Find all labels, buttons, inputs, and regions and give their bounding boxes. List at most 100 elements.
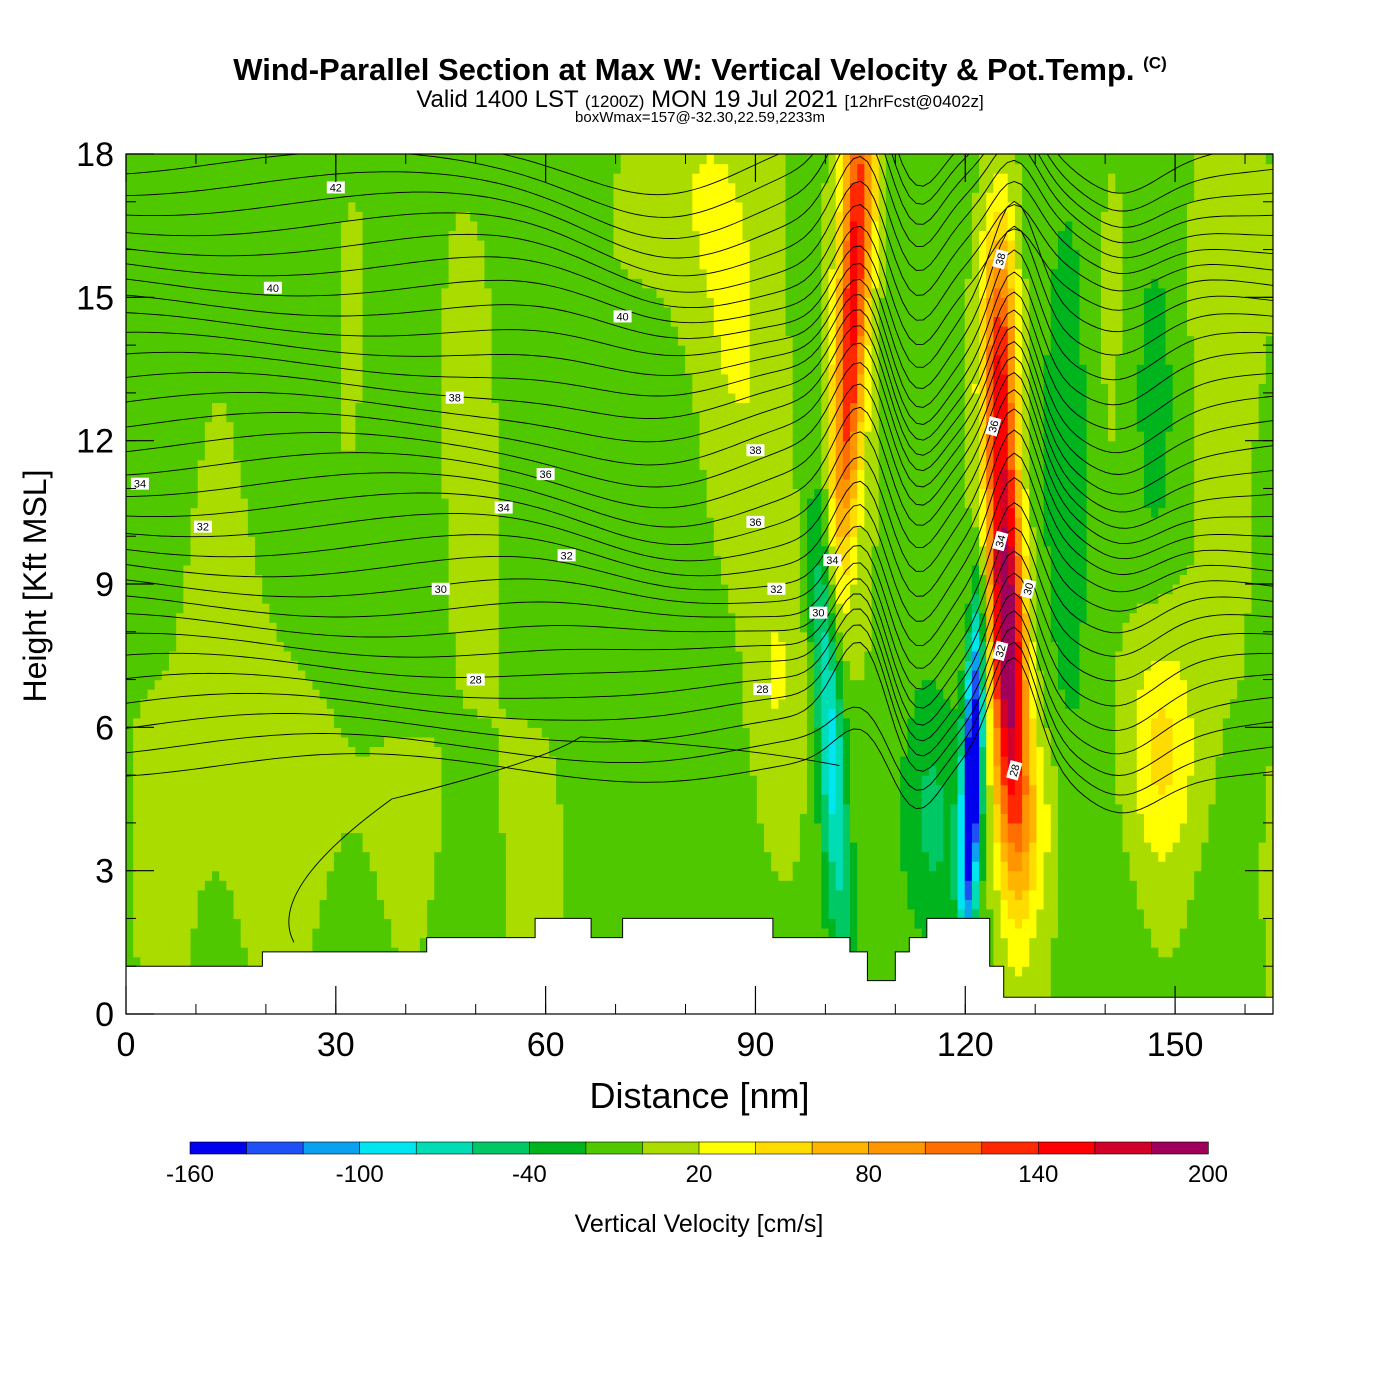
- valid-date: MON 19 Jul 2021: [651, 86, 838, 113]
- colorbar-swatch: [868, 1141, 926, 1155]
- x-axis-label: Distance [nm]: [589, 1075, 809, 1116]
- colorbar-swatch: [585, 1141, 644, 1155]
- contour-label-text: 36: [987, 419, 1002, 434]
- colorbar-swatch: [529, 1141, 587, 1155]
- colorbar-swatch: [1094, 1141, 1153, 1155]
- contour-label-box: [494, 501, 513, 514]
- theta-contour: [126, 641, 1273, 796]
- contour-label: 32: [992, 640, 1009, 662]
- chart-title: Wind-Parallel Section at Max W: Vertical…: [0, 52, 1400, 88]
- contour-label-text: 32: [994, 644, 1009, 659]
- contour-label-text: 34: [826, 555, 838, 567]
- contour-label-box: [536, 468, 555, 481]
- theta-contour: [126, 526, 1273, 690]
- forecast-info: [12hrFcst@0402z]: [844, 92, 984, 111]
- contour-label: 32: [557, 549, 576, 562]
- contour-label-box: [992, 530, 1009, 552]
- contour-label: 38: [746, 444, 765, 457]
- contour-label: 34: [494, 501, 513, 515]
- x-tick-label: 0: [117, 1026, 136, 1064]
- theta-contour: [126, 291, 1273, 441]
- theta-contour: [126, 154, 1273, 239]
- contour-label: 36: [985, 416, 1002, 437]
- contour-label-box: [823, 554, 842, 567]
- copyright-mark: (C): [1143, 53, 1167, 73]
- contour-label-text: 38: [449, 393, 461, 405]
- theta-contour: [126, 249, 1273, 408]
- theta-contour: [126, 200, 1273, 368]
- contour-label-box: [557, 549, 576, 562]
- contour-label: 42: [326, 181, 345, 194]
- contour-label-text: 30: [435, 584, 447, 596]
- contour-label-text: 38: [749, 445, 761, 457]
- theta-contour: [126, 389, 1273, 548]
- theta-contour: [126, 610, 1273, 757]
- contour-label-text: 38: [994, 252, 1009, 267]
- colorbar-swatch: [1038, 1141, 1096, 1155]
- contour-label-box: [992, 640, 1009, 662]
- x-tick-label: 120: [937, 1026, 994, 1064]
- theta-contour: [126, 325, 1273, 475]
- theta-contour: [126, 225, 1273, 389]
- y-tick-label: 15: [76, 279, 114, 317]
- colorbar-swatch: [981, 1141, 1040, 1155]
- contour-label: 30: [431, 582, 450, 596]
- colorbar-tick-label: 80: [855, 1161, 882, 1188]
- contour-label-text: 30: [1022, 582, 1037, 597]
- colorbar-tick-label: -160: [166, 1161, 214, 1188]
- contour-label-box: [746, 444, 765, 457]
- theta-contour: [126, 626, 1273, 776]
- colorbar-swatch: [811, 1141, 870, 1155]
- x-tick-label: 60: [527, 1026, 565, 1064]
- contour-label-text: 28: [470, 675, 482, 687]
- colorbar-label: Vertical Velocity [cm/s]: [575, 1210, 824, 1238]
- contour-label-text: 40: [616, 311, 628, 323]
- title-main: Wind-Parallel Section at Max W: Vertical…: [233, 52, 1135, 87]
- contour-label-text: 32: [197, 522, 209, 534]
- x-tick-label: 30: [317, 1026, 355, 1064]
- colorbar-swatch: [359, 1141, 417, 1155]
- terrain: [126, 917, 1273, 1014]
- contour-label: 36: [536, 468, 555, 481]
- colorbar-swatch: [924, 1141, 983, 1155]
- colorbar-swatch: [755, 1141, 813, 1155]
- contour-label: 38: [992, 248, 1009, 270]
- contour-label: 38: [445, 391, 464, 405]
- contour-label-box: [809, 606, 828, 619]
- contour-label-box: [445, 391, 464, 404]
- theta-contour: [126, 429, 1273, 597]
- contour-label-text: 30: [812, 608, 824, 620]
- contour-label-text: 34: [498, 503, 510, 515]
- theta-contour: [126, 371, 1273, 529]
- contour-label-box: [130, 477, 149, 490]
- box-wmax-info: boxWmax=157@-32.30,22.59,2233m: [575, 109, 825, 126]
- colorbar-swatch: [698, 1141, 757, 1155]
- contour-label: 34: [992, 530, 1009, 552]
- y-tick-label: 0: [95, 996, 114, 1034]
- contour-label-box: [263, 281, 282, 294]
- contour-label: 36: [746, 515, 765, 529]
- colorbar-tick-label: -100: [336, 1161, 384, 1188]
- contour-label-text: 42: [330, 182, 342, 194]
- contour-label-box: [466, 673, 485, 686]
- theta-contour: [126, 341, 1273, 495]
- contour-label: 34: [823, 554, 842, 567]
- theta-contour: [126, 154, 1273, 259]
- y-axis-label: Height [Kft MSL]: [17, 470, 53, 703]
- colorbar-tick-label: -40: [512, 1161, 547, 1188]
- colorbar-swatch: [246, 1141, 304, 1155]
- contour-label-box: [746, 515, 765, 528]
- theta-contour: [126, 180, 1273, 296]
- theta-contour: [126, 204, 1273, 321]
- x-tick-label: 90: [737, 1026, 775, 1064]
- colorbar-swatch: [302, 1141, 361, 1155]
- theta-contour: [126, 309, 1273, 456]
- contour-label-box: [753, 683, 772, 696]
- theta-contour: [126, 408, 1273, 572]
- colorbar-swatch: [642, 1141, 700, 1155]
- y-tick-label: 6: [95, 709, 114, 747]
- contour-label-text: 36: [540, 469, 552, 481]
- contour-label-text: 40: [267, 283, 279, 295]
- colorbar-swatch: [472, 1141, 531, 1155]
